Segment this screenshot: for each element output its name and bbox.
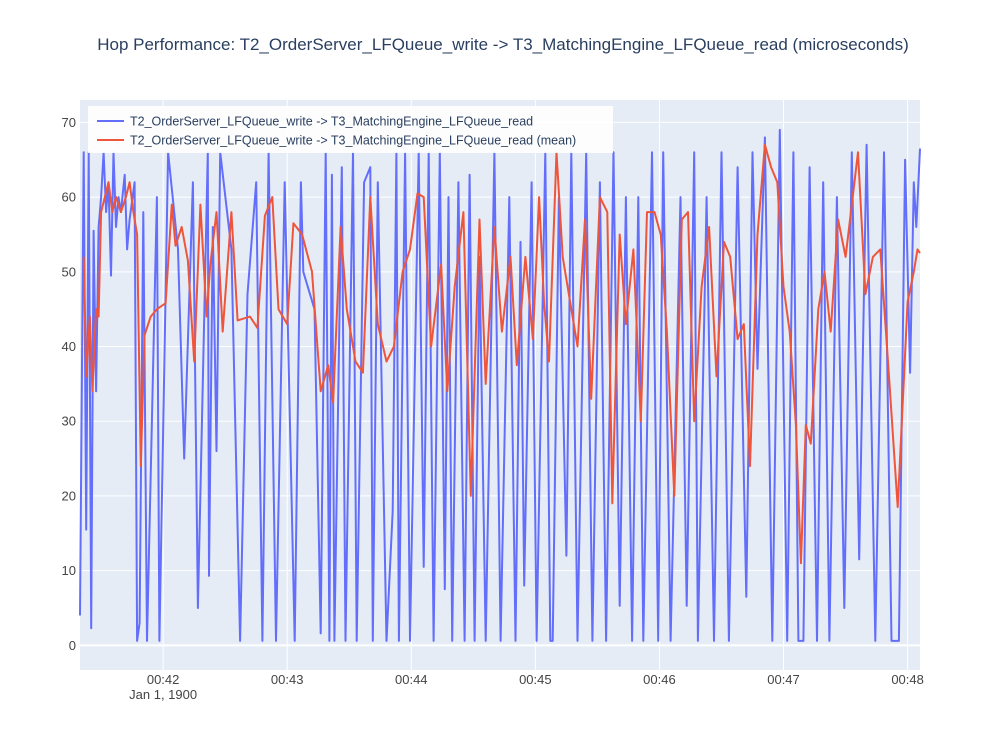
legend[interactable]: T2_OrderServer_LFQueue_write -> T3_Match… [88, 106, 613, 153]
y-tick-label: 70 [62, 115, 76, 130]
axis-labels: 0 10 20 30 40 50 60 70 00:42 00:43 00:44 00:45 00:46… [62, 115, 924, 702]
chart-title: Hop Performance: T2_OrderServer_LFQueue_… [97, 35, 909, 54]
y-tick-label: 0 [69, 638, 76, 653]
y-tick-label: 50 [62, 264, 76, 279]
x-tick-label: 00:47 [767, 672, 800, 687]
legend-box [88, 106, 613, 153]
x-tick-label: 00:42 [147, 672, 180, 687]
y-tick-label: 40 [62, 339, 76, 354]
series-line-2 [82, 143, 921, 565]
legend-item-1[interactable]: T2_OrderServer_LFQueue_write -> T3_Match… [97, 115, 533, 129]
series-line-1 [79, 128, 921, 642]
y-tick-label: 60 [62, 190, 76, 205]
legend-label: T2_OrderServer_LFQueue_write -> T3_Match… [130, 115, 533, 129]
legend-label: T2_OrderServer_LFQueue_write -> T3_Match… [130, 134, 576, 148]
y-tick-label: 30 [62, 414, 76, 429]
x-tick-label: 00:43 [271, 672, 304, 687]
x-tick-label: 00:45 [519, 672, 552, 687]
x-tick-label: 00:48 [891, 672, 924, 687]
x-date-sublabel: Jan 1, 1900 [129, 687, 197, 702]
x-tick-label: 00:46 [643, 672, 676, 687]
x-tick-label: 00:44 [395, 672, 428, 687]
series-lines [79, 128, 921, 642]
legend-item-2[interactable]: T2_OrderServer_LFQueue_write -> T3_Match… [97, 134, 576, 148]
y-tick-label: 10 [62, 563, 76, 578]
y-tick-label: 20 [62, 488, 76, 503]
